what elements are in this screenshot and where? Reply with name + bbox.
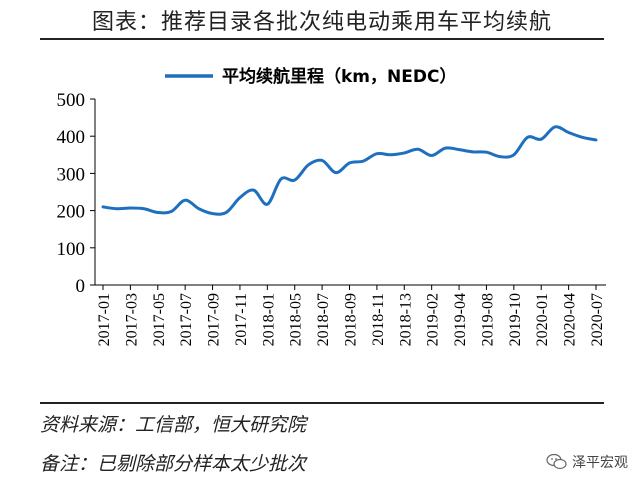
x-tick-label: 2018-05 (288, 293, 305, 346)
x-tick-label: 2020-01 (534, 293, 551, 346)
line-chart: 平均续航里程（km，NEDC） 0 100 200 300 400 500 2017-01… (57, 66, 606, 346)
remark-note: 备注：已剔除部分样本太少批次 (40, 453, 307, 475)
x-tick-label: 2019-04 (452, 293, 469, 346)
x-axis-ticks: 2017-01 2017-03 2017-05 2017-07 2017-09 2017-… (96, 285, 606, 346)
y-tick-label: 100 (57, 239, 86, 260)
x-tick-label: 2018-07 (315, 293, 332, 346)
wechat-icon (546, 453, 567, 470)
series-line (101, 125, 598, 216)
y-tick-label: 500 (57, 90, 86, 111)
x-tick-label: 2019-10 (507, 293, 524, 346)
x-tick-label: 2018-11 (370, 293, 387, 346)
x-tick-label: 2017-07 (178, 293, 195, 346)
x-tick-label: 2017-05 (151, 293, 168, 346)
y-tick-label: 300 (57, 164, 86, 185)
legend-label: 平均续航里程（km，NEDC） (222, 66, 456, 87)
x-tick-label: 2017-01 (96, 293, 113, 346)
x-tick-label: 2020-07 (589, 293, 606, 346)
y-tick-label: 200 (57, 202, 86, 223)
x-tick-label: 2018-09 (343, 293, 360, 346)
source-note: 资料来源：工信部，恒大研究院 (40, 414, 307, 436)
footer-divider (40, 402, 604, 404)
y-tick-label: 0 (76, 276, 86, 297)
x-tick-label: 2018-01 (260, 293, 277, 346)
x-tick-label: 2020-04 (562, 293, 579, 346)
x-tick-label: 2019-08 (479, 293, 496, 346)
watermark: 泽平宏观 (546, 452, 628, 472)
title-divider (40, 38, 604, 40)
x-tick-label: 2017-11 (233, 293, 250, 346)
x-tick-label: 2019-02 (425, 293, 442, 346)
legend: 平均续航里程（km，NEDC） (165, 66, 456, 87)
x-tick-label: 2017-09 (206, 293, 223, 346)
watermark-text: 泽平宏观 (572, 455, 628, 471)
x-tick-label: 2017-03 (123, 293, 140, 346)
axes (94, 99, 606, 286)
x-tick-label: 2018-13 (397, 293, 414, 346)
y-tick-label: 400 (57, 127, 86, 148)
chart-title: 图表：推荐目录各批次纯电动乘用车平均续航 (91, 10, 552, 35)
y-axis-ticks: 0 100 200 300 400 500 (57, 90, 95, 297)
